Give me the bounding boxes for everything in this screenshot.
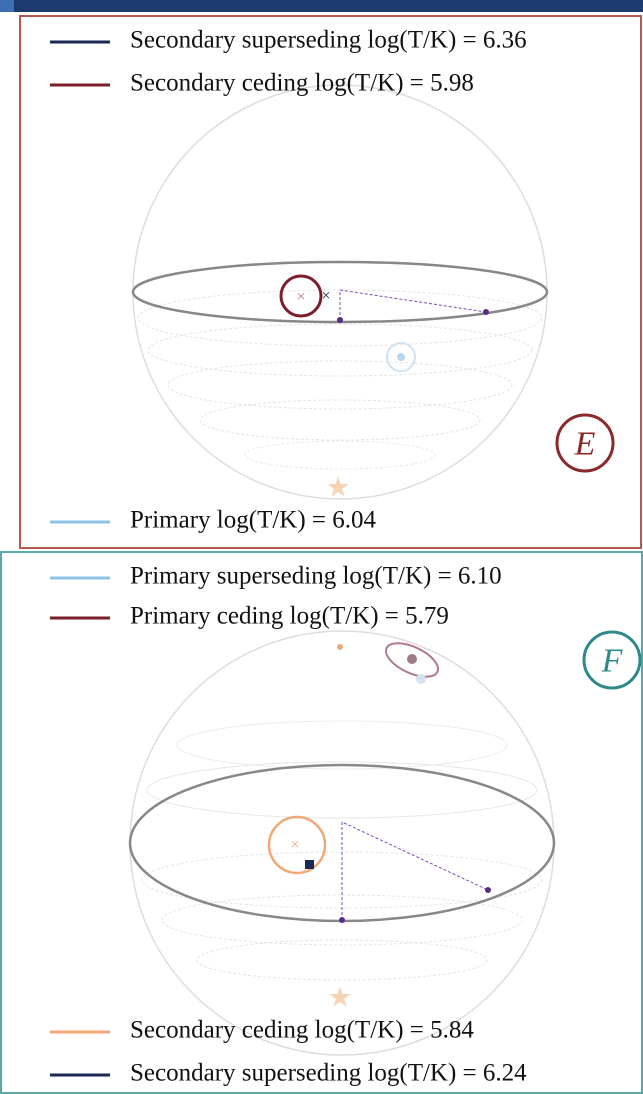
ceding-marker: ×: [296, 289, 305, 306]
primary-marker: [397, 353, 405, 361]
legend-text: Primary superseding log(T/K) = 6.10: [130, 563, 502, 590]
latitude: [245, 441, 435, 469]
sphere-f: × ★: [130, 631, 640, 1055]
latitude: [148, 324, 532, 376]
primary-ceding-marker: [407, 654, 417, 664]
superseding-marker: [305, 860, 314, 869]
point: [339, 917, 345, 923]
top-bar-accent: [0, 0, 14, 12]
point: [483, 309, 489, 315]
latitude: [200, 400, 480, 440]
latitude: [168, 361, 512, 409]
point: [337, 317, 343, 323]
latitude: [147, 762, 537, 818]
primary-superseding-marker: [416, 674, 426, 684]
panel-label: F: [601, 643, 624, 680]
legend-text: Secondary superseding log(T/K) = 6.24: [130, 1060, 527, 1087]
legend-text: Secondary superseding log(T/K) = 6.36: [130, 27, 527, 54]
star: ★: [325, 473, 350, 504]
panel-label: E: [574, 426, 596, 463]
latitude: [197, 940, 487, 980]
sphere-e: × × ★: [133, 85, 613, 504]
legend-text: Secondary ceding log(T/K) = 5.84: [130, 1017, 474, 1044]
point: [485, 887, 491, 893]
legend-text: Primary ceding log(T/K) = 5.79: [130, 603, 449, 630]
superseding-marker: ×: [321, 288, 330, 305]
figure: × × ★ E × ★ F Secondary superseding log(…: [0, 0, 643, 1094]
point: [337, 644, 343, 650]
legend-text: Primary log(T/K) = 6.04: [130, 507, 377, 534]
legend-text: Secondary ceding log(T/K) = 5.98: [130, 70, 474, 97]
top-bar: [0, 0, 643, 12]
ceding-marker: ×: [290, 837, 299, 854]
star: ★: [327, 983, 352, 1014]
